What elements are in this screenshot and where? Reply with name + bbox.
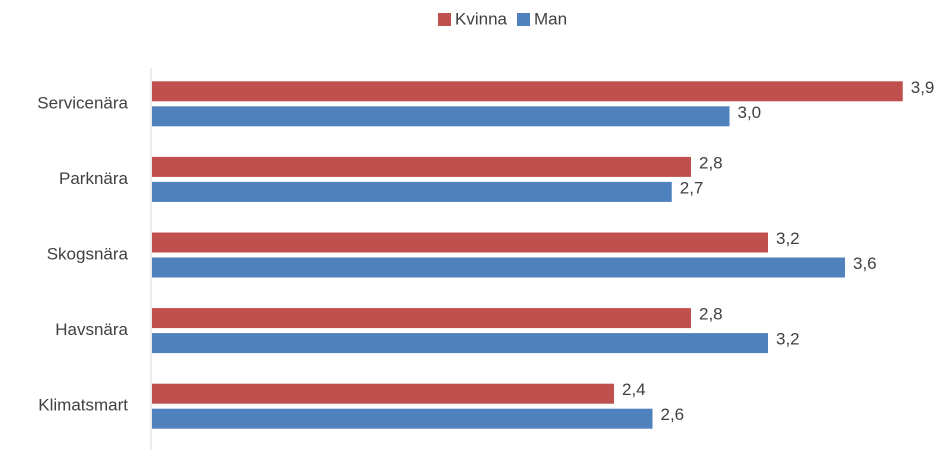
legend-label: Man (534, 9, 567, 28)
value-label: 2,7 (680, 178, 704, 197)
value-label: 2,8 (699, 153, 723, 172)
y-tick-label: Parknära (59, 169, 129, 188)
value-label: 2,4 (622, 380, 646, 399)
value-label: 2,6 (661, 405, 685, 424)
value-label: 3,2 (776, 229, 800, 248)
y-tick-label: Klimatsmart (38, 396, 128, 415)
legend: Kvinna Man (438, 9, 567, 28)
y-tick-label: Servicenära (37, 93, 128, 112)
legend-label: Kvinna (455, 9, 508, 28)
legend-swatch (438, 13, 451, 26)
bar (152, 156, 691, 177)
value-label: 2,8 (699, 305, 723, 324)
value-label: 3,6 (853, 254, 877, 273)
bar (152, 106, 730, 127)
bar (152, 333, 768, 354)
value-label: 3,9 (911, 78, 935, 97)
bar (152, 232, 768, 253)
bar (152, 81, 903, 102)
bar (152, 257, 845, 278)
y-tick-label: Skogsnära (47, 244, 129, 263)
bar (152, 181, 672, 202)
bar (152, 308, 691, 329)
value-label: 3,0 (738, 103, 762, 122)
legend-swatch (516, 13, 530, 26)
bar (152, 408, 653, 429)
bar (152, 383, 614, 404)
value-label: 3,2 (776, 330, 800, 349)
y-tick-label: Havsnära (55, 320, 128, 339)
